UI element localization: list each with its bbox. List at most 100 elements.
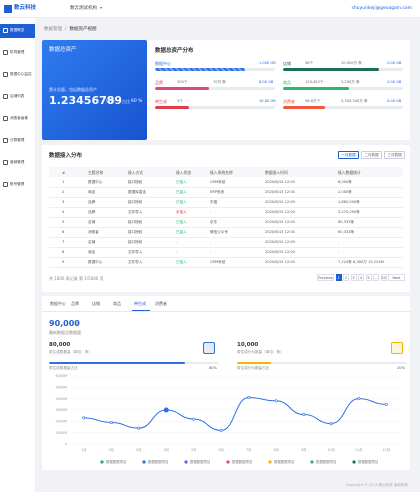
table-cell: 接口授权: [128, 179, 143, 184]
table-cell: 2020/6/15 12:00: [265, 249, 295, 254]
table-cell: 2020/6/15 12:00: [265, 199, 295, 204]
table-cell: 已接入: [176, 179, 187, 184]
kpi-bar-track: [237, 362, 407, 364]
table-cell: 已接入: [176, 199, 187, 204]
page-button[interactable]: Next: [388, 274, 405, 281]
table-cell: 2020/6/15 12:00: [265, 179, 295, 184]
page-button[interactable]: 5: [365, 274, 372, 281]
menu-item[interactable]: 营销管理: [0, 156, 35, 170]
share-label: 占比: [122, 99, 130, 104]
page-button[interactable]: 2: [343, 274, 349, 281]
user-email[interactable]: shuyunkeji@geoagain.com: [351, 5, 412, 11]
table-cell: 60,333条: [338, 229, 355, 234]
row-line: [49, 197, 403, 198]
kpi-ratio-label: 20%: [397, 366, 405, 370]
table-tab[interactable]: 三月数据: [384, 151, 405, 159]
trend-tab[interactable]: 消费者: [155, 301, 167, 306]
column-header: 接入数据统计: [338, 169, 361, 175]
menu-icon: [3, 138, 8, 143]
column-header: #: [62, 169, 66, 175]
page-button[interactable]: 3: [350, 274, 357, 281]
trend-line: [83, 397, 387, 431]
table-tab[interactable]: 一月数据: [338, 151, 359, 159]
dist-bar: [155, 68, 245, 71]
trend-tab[interactable]: 数据中心: [50, 301, 66, 306]
menu-label: 消费者画像: [10, 116, 28, 120]
kpi-bar-track: [49, 362, 219, 364]
menu-item[interactable]: 数据概览: [0, 24, 35, 38]
table-cell: 文件导入: [128, 249, 143, 254]
menu-item[interactable]: 分群管理: [0, 134, 35, 148]
kpi-ratio-label: 80%: [209, 366, 217, 370]
menu-label: 营销管理: [10, 160, 25, 164]
dist-name: 带生成: [155, 99, 167, 104]
table-cell: 品牌: [88, 199, 96, 204]
table-title: 数据接入分布: [49, 153, 83, 159]
table-cell: 商品: [88, 249, 96, 254]
kpi-label: 带生成行为数量（单位：条）: [237, 350, 284, 354]
menu-label: 数据中心监控: [10, 72, 32, 76]
page-button[interactable]: Previous: [317, 274, 334, 281]
dist-bar-track: [283, 106, 403, 109]
trend-tab[interactable]: 品牌: [71, 301, 79, 306]
row-line: [49, 267, 403, 268]
dist-name: 数据中心: [155, 61, 171, 66]
page-button[interactable]: 10: [380, 274, 387, 281]
dropdown-arrow: [100, 7, 102, 9]
table-cell: -: [210, 209, 212, 214]
dist-bar-track: [155, 68, 275, 71]
trend-card: 90,000 条 最新数据总数据量 数据中心 品牌 店铺 商品 带生成 消费者 80,000…: [42, 296, 410, 470]
trend-tab[interactable]: 店铺: [92, 301, 100, 306]
trend-total: 90,000: [49, 319, 80, 328]
table-cell: 数据中心: [88, 259, 103, 264]
dist-bar-track: [155, 87, 275, 90]
org-select[interactable]: 数云测试机构: [70, 5, 97, 11]
legend-label: 数据数据项目: [190, 459, 210, 464]
footer: Copyright © 2019 数云科技 版权所有: [346, 483, 408, 487]
table-cell: 5: [62, 219, 65, 224]
kpi-ratio-name: 带生成行为数量占比: [237, 366, 270, 370]
menu-item[interactable]: 消费者画像: [0, 112, 35, 126]
table-cell: ERP系统: [210, 189, 225, 194]
dist-size: 2.00 GB: [387, 80, 402, 84]
y-tick-label: 1000M: [55, 431, 67, 435]
x-tick-label: 12月: [382, 448, 390, 452]
table-cell: 文件导入: [128, 259, 143, 264]
page-button[interactable]: 4: [358, 274, 364, 281]
x-tick-label: 4月: [163, 448, 169, 452]
table-cell: 接口授权: [128, 229, 143, 234]
row-line: [49, 217, 403, 218]
trend-point: [109, 420, 113, 424]
kpi-bar: [49, 362, 185, 364]
table-cell: 天猫: [210, 199, 218, 204]
table-cell: -: [338, 239, 340, 244]
table-cell: 接口授权: [128, 199, 143, 204]
column-header: 主题名称: [88, 169, 104, 175]
dist-records: 5,200万 条: [341, 80, 360, 84]
table-summary: 共 1800 条记录 第 1/5000 页: [49, 276, 104, 281]
trend-tab[interactable]: 带生成: [134, 301, 146, 306]
table-cell: 接口授权: [128, 239, 143, 244]
menu-icon: [3, 160, 8, 165]
dist-count: 3个: [177, 99, 183, 103]
table-cell: 2020/6/15 12:00: [265, 219, 295, 224]
dist-size: 4.00 GB: [387, 99, 402, 103]
dist-bar-track: [283, 87, 403, 90]
table-tab[interactable]: 二月数据: [361, 151, 382, 159]
y-tick-label: 6000M: [55, 374, 67, 378]
dist-bar: [283, 87, 349, 90]
menu-item[interactable]: 机构管理: [0, 46, 35, 60]
legend-label: 数据数据项目: [274, 459, 294, 464]
menu-item[interactable]: 店铺列表: [0, 90, 35, 104]
dist-bar: [155, 106, 189, 109]
table-cell: 消费者: [88, 229, 99, 234]
dist-name: 品牌: [155, 80, 163, 85]
page-button[interactable]: ...: [373, 274, 379, 281]
menu-item[interactable]: 数据中心监控: [0, 68, 35, 82]
menu-item[interactable]: 账号管理: [0, 178, 35, 192]
menu-icon: [3, 50, 8, 55]
page-button[interactable]: 1: [335, 274, 342, 281]
trend-tab[interactable]: 商品: [113, 301, 121, 306]
kpi-bar: [237, 362, 271, 364]
table-cell: 京东: [210, 219, 218, 224]
